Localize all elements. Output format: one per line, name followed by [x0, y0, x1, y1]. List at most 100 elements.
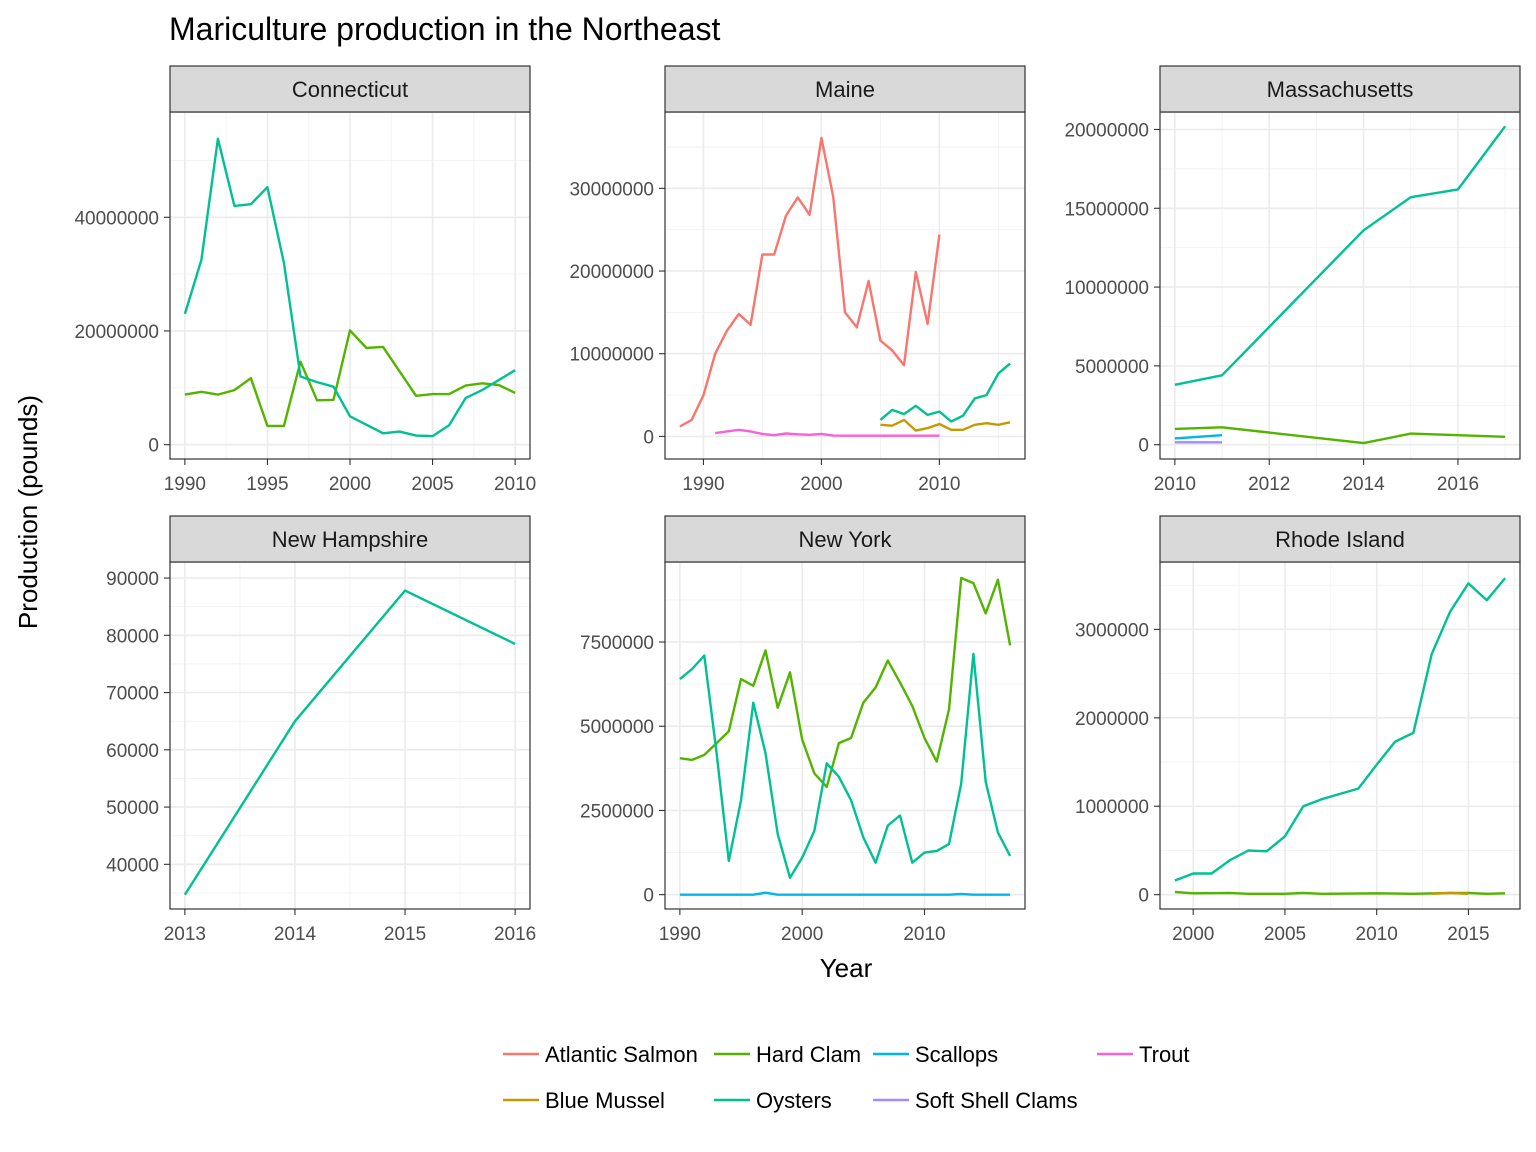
y-tick-label: 80000 [106, 626, 159, 647]
series-line-hard-clam [679, 576, 1012, 789]
series-line-atlantic-salmon [679, 136, 941, 428]
x-tick-label: 2010 [1154, 474, 1196, 495]
facet-strip-label: New York [799, 527, 893, 552]
y-tick-label: 5000000 [1075, 357, 1149, 378]
series-group [183, 589, 516, 896]
legend-item-blue-mussel: Blue Mussel [503, 1088, 665, 1113]
y-tick-label: 70000 [106, 684, 159, 705]
legend-item-hard-clam: Hard Clam [714, 1042, 861, 1067]
x-tick-label: 2012 [1248, 474, 1290, 495]
x-tick-label: 2000 [1172, 924, 1214, 945]
y-tick-label: 0 [643, 427, 654, 448]
x-tick-label: 2016 [1437, 474, 1479, 495]
facet-strip-label: Connecticut [292, 77, 408, 102]
panel-background [1160, 112, 1520, 459]
series-group [183, 137, 516, 438]
x-tick-label: 2010 [1356, 924, 1398, 945]
x-tick-label: 2014 [274, 924, 317, 945]
x-axis: 1990 2000 2010 [682, 459, 961, 495]
y-tick-label: 0 [1138, 886, 1149, 907]
y-axis-title: Production (pounds) [13, 395, 43, 629]
y-tick-label: 0 [643, 886, 654, 907]
series-line-scallops [1174, 434, 1223, 440]
x-axis: 1990 2000 2010 [659, 909, 946, 945]
series-line-hard-clam [184, 329, 516, 428]
x-tick-label: 2000 [781, 924, 823, 945]
y-tick-label: 15000000 [1064, 199, 1149, 220]
y-tick-label: 0 [1138, 436, 1149, 457]
x-tick-label: 2015 [384, 924, 426, 945]
legend-item-oysters: Oysters [714, 1088, 832, 1113]
x-axis: 2010 2012 2014 2016 [1154, 459, 1479, 495]
x-tick-label: 2000 [800, 474, 842, 495]
y-tick-label: 7500000 [580, 633, 654, 654]
x-tick-label: 2013 [164, 924, 206, 945]
y-tick-label: 20000000 [1064, 120, 1149, 141]
panel-connecticut: Connecticut 1990 1995 2000 2005 2010 0 20000000… [74, 65, 536, 495]
panel-new-hampshire: New Hampshire 2013 2014 2015 2016 40000 50000 6… [106, 515, 536, 945]
legend: Atlantic Salmon Blue Mussel Hard Clam Oyste… [503, 1042, 1190, 1113]
series-line-oysters [1174, 577, 1507, 882]
legend-item-atlantic-salmon: Atlantic Salmon [503, 1042, 698, 1067]
y-tick-label: 10000000 [569, 345, 654, 366]
series-group [679, 136, 1011, 437]
x-tick-label: 2005 [1264, 924, 1306, 945]
series-group [1174, 125, 1507, 445]
legend-label: Atlantic Salmon [545, 1042, 698, 1067]
x-axis: 2000 2005 2010 2015 [1172, 909, 1490, 945]
y-axis: 0 2500000 5000000 7500000 [580, 633, 665, 907]
panel-new-york: New York 1990 2000 2010 0 2500000 5000000 75000… [580, 515, 1026, 945]
panel-maine: Maine 1990 2000 2010 0 10000000 20000000 300000… [569, 65, 1026, 495]
x-tick-label: 1990 [164, 474, 206, 495]
legend-item-scallops: Scallops [873, 1042, 998, 1067]
x-axis: 1990 1995 2000 2005 2010 [164, 459, 536, 495]
y-axis: 0 20000000 40000000 [74, 208, 170, 457]
panel-background [665, 562, 1025, 909]
y-tick-label: 20000000 [74, 322, 159, 343]
gridlines [665, 112, 1025, 459]
facet-strip [664, 515, 1026, 563]
x-tick-label: 1990 [659, 924, 701, 945]
y-tick-label: 30000000 [569, 179, 654, 200]
y-tick-label: 40000 [106, 855, 159, 876]
series-line-scallops [679, 891, 1011, 896]
series-group [679, 576, 1012, 896]
panel-background [1160, 562, 1520, 909]
x-tick-label: 1995 [246, 474, 288, 495]
facet-strip [1159, 515, 1521, 563]
panel-rhode-island: Rhode Island 2000 2005 2010 2015 0 1000000 2000… [1075, 515, 1521, 945]
y-tick-label: 90000 [106, 569, 159, 590]
y-tick-label: 20000000 [569, 262, 654, 283]
x-tick-label: 1990 [682, 474, 724, 495]
x-tick-label: 2015 [1447, 924, 1489, 945]
x-axis: 2013 2014 2015 2016 [164, 909, 536, 945]
legend-item-soft-shell-clams: Soft Shell Clams [873, 1088, 1078, 1113]
y-tick-label: 5000000 [580, 717, 654, 738]
facet-strip [664, 65, 1026, 113]
panel-background [665, 112, 1025, 459]
gridlines [170, 562, 530, 909]
facet-strip-label: Rhode Island [1275, 527, 1405, 552]
facet-strip [1159, 65, 1521, 113]
y-tick-label: 3000000 [1075, 620, 1149, 641]
facet-strip-label: New Hampshire [272, 527, 429, 552]
x-tick-label: 2016 [494, 924, 536, 945]
legend-label: Blue Mussel [545, 1088, 665, 1113]
legend-label: Scallops [915, 1042, 998, 1067]
facet-strip-label: Massachusetts [1267, 77, 1414, 102]
y-tick-label: 0 [148, 436, 159, 457]
x-tick-label: 2010 [494, 474, 536, 495]
series-line-oysters [1174, 125, 1507, 386]
series-line-hard-clam [1174, 426, 1506, 445]
series-line-oysters [183, 137, 516, 438]
x-tick-label: 2014 [1342, 474, 1385, 495]
gridlines [1160, 562, 1520, 909]
y-axis: 40000 50000 60000 70000 80000 90000 [106, 569, 170, 876]
chart-title: Mariculture production in the Northeast [169, 11, 721, 47]
y-axis: 0 1000000 2000000 3000000 [1075, 620, 1160, 907]
y-tick-label: 2500000 [580, 801, 654, 822]
facet-strip-label: Maine [815, 77, 875, 102]
facet-strip [169, 65, 531, 113]
series-line-blue-mussel [1431, 891, 1469, 895]
